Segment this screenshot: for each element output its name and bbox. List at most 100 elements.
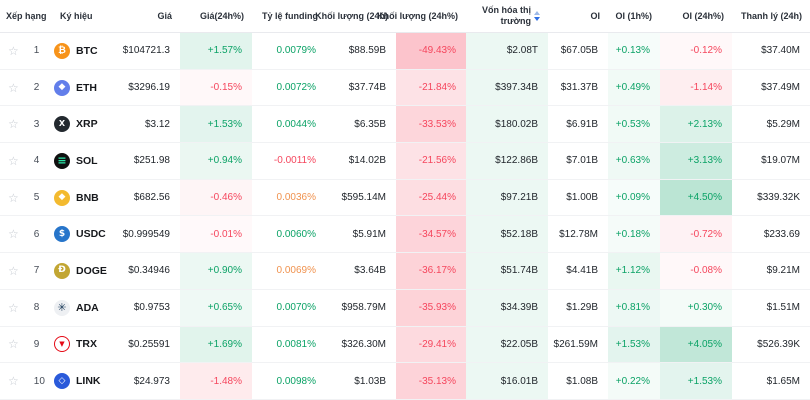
favorite-star-icon[interactable]: ☆ <box>8 43 19 58</box>
volume-cell: $5.91M <box>352 228 386 240</box>
symbol-cell[interactable]: ▼ TRX <box>54 327 116 363</box>
oi-cell: $67.05B <box>560 45 598 57</box>
favorite-star-icon[interactable]: ☆ <box>8 374 19 389</box>
price-cell: $0.999549 <box>122 228 170 240</box>
favorite-star-icon[interactable]: ☆ <box>8 153 19 168</box>
favorite-star-icon[interactable]: ☆ <box>8 300 19 315</box>
coin-icon: Ð <box>54 262 70 279</box>
oi-cell: $31.37B <box>560 82 598 94</box>
volume-cell: $3.64B <box>354 265 386 277</box>
oi-24h-cell: -0.12% <box>660 33 732 69</box>
price-change-cell: -0.46% <box>180 179 252 216</box>
header-oi-1h[interactable]: OI (1h%) <box>615 11 652 21</box>
symbol-cell[interactable]: ≡ SOL <box>54 143 116 179</box>
header-price[interactable]: Giá <box>157 11 172 21</box>
rank-cell: ☆ 5 <box>0 180 54 216</box>
table-row[interactable]: ☆ 1 ₿ BTC $104721.3 +1.57% 0.0079% $88.5… <box>0 33 810 70</box>
favorite-star-icon[interactable]: ☆ <box>8 80 19 95</box>
header-volume-change-24h[interactable]: Khối lượng (24h%) <box>377 11 458 21</box>
symbol-cell[interactable]: ◆ BNB <box>54 180 116 216</box>
coin-icon: X <box>54 116 70 133</box>
coin-icon: ◆ <box>54 79 70 96</box>
table-row[interactable]: ☆ 7 Ð DOGE $0.34946 +0.90% 0.0069% $3.64… <box>0 253 810 290</box>
header-volume-24h[interactable]: Khối lượng (24h) <box>315 11 388 21</box>
favorite-star-icon[interactable]: ☆ <box>8 263 19 278</box>
oi-1h-cell: +0.53% <box>608 106 660 143</box>
table-row[interactable]: ☆ 10 ◇ LINK $24.973 -1.48% 0.0098% $1.03… <box>0 363 810 400</box>
coin-icon: ≡ <box>54 152 70 169</box>
marketcap-cell: $22.05B <box>466 326 548 363</box>
rank-value: 7 <box>33 265 40 277</box>
header-marketcap[interactable]: Vốn hóa thị trường <box>466 0 548 32</box>
price-change-cell: -1.48% <box>180 363 252 399</box>
coin-icon: $ <box>54 226 70 243</box>
oi-24h-cell: +3.13% <box>660 143 732 179</box>
marketcap-cell: $97.21B <box>466 179 548 216</box>
favorite-star-icon[interactable]: ☆ <box>8 117 19 132</box>
volume-cell: $595.14M <box>341 192 386 204</box>
favorite-star-icon[interactable]: ☆ <box>8 190 19 205</box>
favorite-star-icon[interactable]: ☆ <box>8 337 19 352</box>
symbol-cell[interactable]: ✳ ADA <box>54 290 116 326</box>
favorite-star-icon[interactable]: ☆ <box>8 227 19 242</box>
sort-icon[interactable] <box>534 11 540 21</box>
header-liquidation-24h[interactable]: Thanh lý (24h) <box>740 11 802 21</box>
table-row[interactable]: ☆ 3 X XRP $3.12 +1.53% 0.0044% $6.35B -3… <box>0 106 810 144</box>
coin-symbol: ETH <box>76 81 97 94</box>
table-row[interactable]: ☆ 2 ◆ ETH $3296.19 -0.15% 0.0072% $37.74… <box>0 69 810 107</box>
oi-cell: $6.91B <box>566 118 598 130</box>
symbol-cell[interactable]: ◆ ETH <box>54 70 116 106</box>
liquidation-cell: $339.32K <box>757 192 800 204</box>
funding-rate-cell: 0.0060% <box>276 228 316 240</box>
price-cell: $3296.19 <box>128 82 170 94</box>
price-change-cell: +1.57% <box>180 33 252 69</box>
liquidation-cell: $37.40M <box>761 45 800 57</box>
coin-symbol: USDC <box>76 228 106 241</box>
symbol-cell[interactable]: X XRP <box>54 106 116 142</box>
table-row[interactable]: ☆ 5 ◆ BNB $682.56 -0.46% 0.0036% $595.14… <box>0 179 810 217</box>
volume-cell: $37.74B <box>348 82 386 94</box>
header-oi-24h[interactable]: OI (24h%) <box>682 11 724 21</box>
liquidation-cell: $5.29M <box>766 118 800 130</box>
symbol-cell[interactable]: Ð DOGE <box>54 253 116 289</box>
coin-symbol: BNB <box>76 191 99 204</box>
symbol-cell[interactable]: ◇ LINK <box>54 363 116 399</box>
table-row[interactable]: ☆ 4 ≡ SOL $251.98 +0.94% -0.0011% $14.02… <box>0 143 810 180</box>
rank-value: 4 <box>33 155 40 167</box>
marketcap-cell: $52.18B <box>466 216 548 253</box>
symbol-cell[interactable]: ₿ BTC <box>54 33 116 69</box>
coin-symbol: BTC <box>76 44 98 57</box>
oi-24h-cell: +2.13% <box>660 106 732 143</box>
header-funding-rate[interactable]: Tỷ lệ funding <box>262 11 318 21</box>
header-symbol[interactable]: Ký hiệu <box>60 11 93 21</box>
oi-cell: $1.08B <box>566 375 598 387</box>
rank-value: 10 <box>33 375 45 387</box>
oi-1h-cell: +0.22% <box>608 363 660 399</box>
table-row[interactable]: ☆ 9 ▼ TRX $0.25591 +1.69% 0.0081% $326.3… <box>0 326 810 364</box>
header-rank[interactable]: Xếp hạng <box>6 11 47 21</box>
header-price-change-24h[interactable]: Giá(24h%) <box>199 11 244 21</box>
price-change-cell: +1.53% <box>180 106 252 143</box>
oi-24h-cell: +4.05% <box>660 326 732 363</box>
table-row[interactable]: ☆ 8 ✳ ADA $0.9753 +0.65% 0.0070% $958.79… <box>0 289 810 327</box>
rank-value: 8 <box>33 302 40 314</box>
price-cell: $104721.3 <box>122 45 170 57</box>
symbol-cell[interactable]: $ USDC <box>54 216 116 252</box>
volume-cell: $326.30M <box>341 338 386 350</box>
volume-change-cell: -21.84% <box>396 69 466 106</box>
coin-symbol: ADA <box>76 301 99 314</box>
rank-cell: ☆ 1 <box>0 33 54 69</box>
marketcap-cell: $397.34B <box>466 69 548 106</box>
price-cell: $682.56 <box>133 192 170 204</box>
oi-1h-cell: +0.09% <box>608 180 660 216</box>
price-change-cell: -0.01% <box>180 216 252 252</box>
header-oi[interactable]: OI <box>590 11 600 21</box>
price-cell: $0.9753 <box>133 302 170 314</box>
marketcap-cell: $180.02B <box>466 106 548 143</box>
coin-symbol: XRP <box>76 118 98 131</box>
price-change-cell: +0.94% <box>180 143 252 179</box>
volume-cell: $14.02B <box>348 155 386 167</box>
table-row[interactable]: ☆ 6 $ USDC $0.999549 -0.01% 0.0060% $5.9… <box>0 216 810 254</box>
price-change-cell: +0.90% <box>180 253 252 289</box>
